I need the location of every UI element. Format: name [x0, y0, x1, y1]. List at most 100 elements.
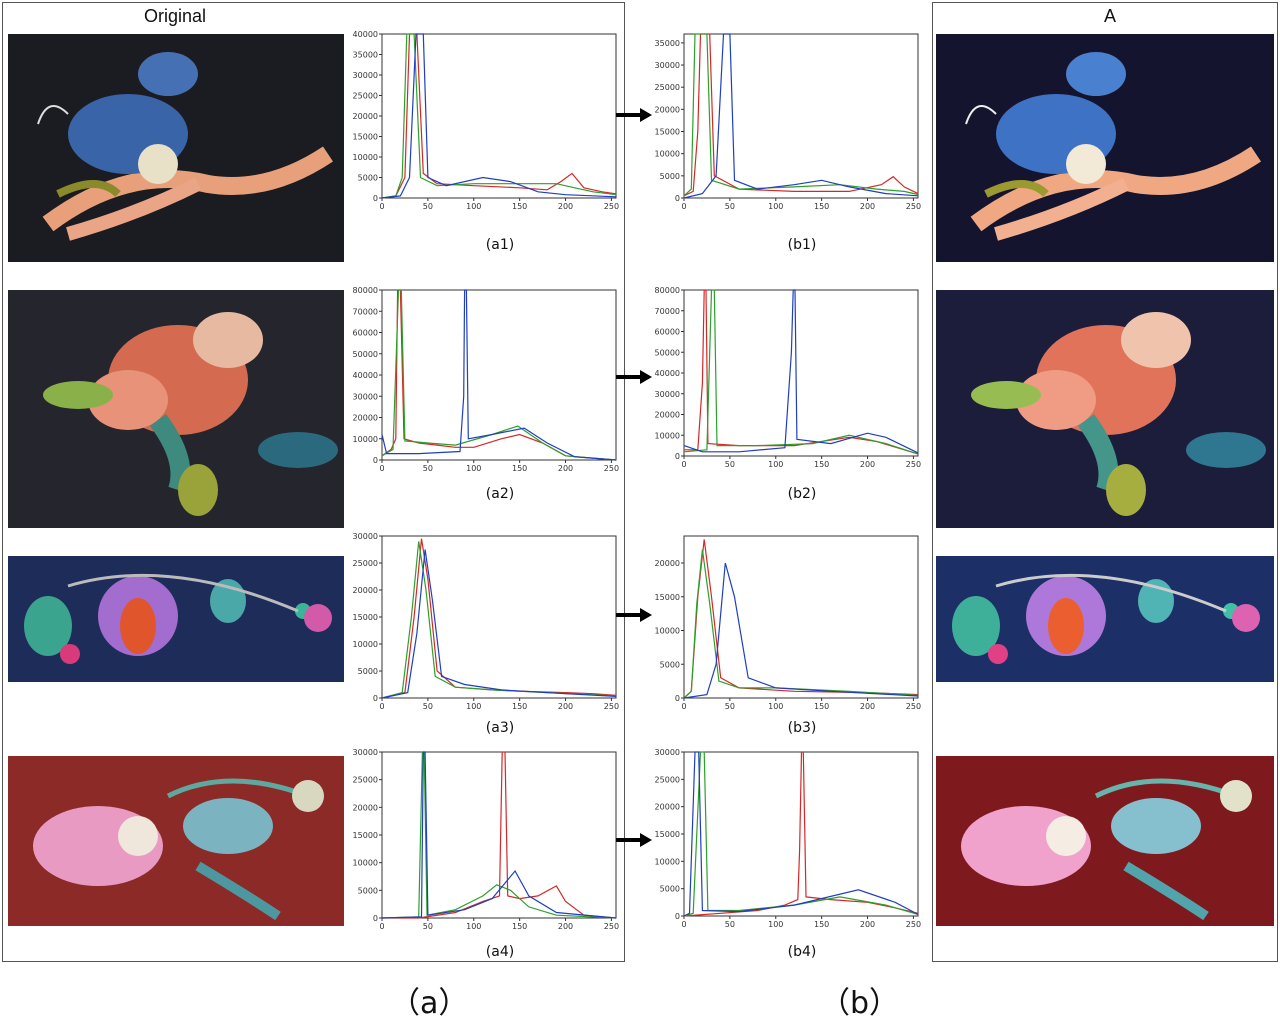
- leaf-shape: [56, 180, 121, 198]
- x-tick: 250: [604, 698, 619, 711]
- series-line-blue: [381, 751, 617, 919]
- histogram-a1-svg: 0 5000 10000 15000 20000 25000 30000 35000 40000…: [353, 30, 620, 211]
- y-tick-label: 80000: [353, 286, 378, 295]
- y-tick-label: 0: [675, 912, 680, 921]
- y-tick-label: 20000: [353, 112, 378, 121]
- y-tick-label: 25000: [655, 775, 680, 784]
- x-tick-label: 150: [512, 702, 527, 711]
- x-tick-label: 100: [768, 702, 783, 711]
- plot-area: [683, 289, 919, 457]
- y-tick: 30000: [655, 390, 684, 399]
- original-panel-frame: [2, 2, 625, 962]
- y-tick-label: 80000: [655, 286, 680, 295]
- x-tick-label: 200: [860, 920, 875, 929]
- histogram-a4-svg: 0 5000 10000 15000 20000 25000 30000 0 50 100 150 2…: [353, 748, 620, 931]
- histogram-a4: 0 5000 10000 15000 20000 25000 30000 0 50 100 150 2…: [353, 748, 620, 931]
- y-tick: 10000: [655, 150, 684, 159]
- x-tick-label: 0: [681, 702, 686, 711]
- series-line-blue: [381, 33, 617, 199]
- x-tick-label: 250: [604, 464, 619, 473]
- histogram-b2-svg: 0 10000 20000 30000 40000 50000 60000 70000 8000…: [655, 286, 922, 469]
- blue-wing-top: [1066, 52, 1126, 96]
- histogram-a2: 0 10000 20000 30000 40000 50000 60000 70000 8000…: [353, 286, 620, 473]
- x-tick: 150: [814, 456, 829, 469]
- label-a2: (a2): [485, 486, 515, 502]
- x-tick-label: 100: [768, 202, 783, 211]
- y-tick-label: 0: [373, 194, 378, 203]
- y-tick-label: 15000: [655, 830, 680, 839]
- series-line-green: [381, 289, 617, 461]
- y-tick: 40000: [353, 371, 382, 380]
- x-tick-label: 200: [860, 702, 875, 711]
- series-line-green: [683, 289, 919, 455]
- x-tick-label: 200: [558, 464, 573, 473]
- x-tick: 50: [725, 698, 735, 711]
- y-tick: 40000: [353, 30, 382, 39]
- leaf-shape: [984, 180, 1049, 198]
- y-tick-label: 25000: [353, 776, 378, 785]
- leaf-shape-3: [971, 381, 1041, 409]
- x-tick: 150: [512, 918, 527, 931]
- x-tick: 50: [725, 198, 735, 211]
- leaf-shape-2: [178, 464, 218, 516]
- x-tick: 0: [681, 916, 687, 929]
- y-tick-label: 40000: [353, 30, 378, 39]
- enhanced-header: A: [1103, 6, 1116, 26]
- original-image-3: [8, 556, 344, 682]
- y-tick-label: 20000: [655, 411, 680, 420]
- y-tick-label: 5000: [660, 885, 680, 894]
- y-tick-label: 0: [675, 694, 680, 703]
- enhanced-image-1: [936, 34, 1274, 262]
- y-tick-label: 30000: [353, 392, 378, 401]
- x-tick-label: 150: [814, 460, 829, 469]
- x-tick-label: 0: [379, 922, 384, 931]
- y-tick-label: 40000: [353, 371, 378, 380]
- stem-shape: [166, 778, 309, 799]
- lotus-leaf: [1111, 798, 1201, 854]
- x-tick: 100: [466, 198, 481, 211]
- x-tick-label: 150: [814, 202, 829, 211]
- y-tick-label: 60000: [655, 328, 680, 337]
- petal-light: [1121, 312, 1191, 368]
- y-tick: 35000: [353, 51, 382, 60]
- y-tick-label: 5000: [660, 172, 680, 181]
- child-face: [118, 816, 158, 856]
- x-tick-label: 100: [768, 460, 783, 469]
- y-tick: 15000: [655, 593, 684, 602]
- series-line-blue: [683, 751, 919, 917]
- y-tick: 80000: [353, 286, 382, 295]
- y-tick: 10000: [655, 431, 684, 440]
- x-tick: 50: [423, 918, 433, 931]
- y-tick: 10000: [655, 857, 684, 866]
- y-tick: 10000: [353, 640, 382, 649]
- x-tick-label: 100: [466, 922, 481, 931]
- antenna-shape: [965, 105, 997, 125]
- x-tick: 0: [681, 698, 687, 711]
- small-flower: [304, 604, 332, 632]
- arrow-icon: [616, 608, 652, 622]
- x-tick: 250: [906, 456, 921, 469]
- y-tick-label: 40000: [655, 369, 680, 378]
- leaf-shape: [258, 432, 338, 468]
- wing-shape: [970, 146, 1261, 232]
- y-tick: 30000: [655, 748, 684, 757]
- child-lotus-embroidery-enhanced: [936, 756, 1274, 926]
- y-tick-label: 30000: [655, 390, 680, 399]
- label-a1: (a1): [485, 237, 515, 253]
- histogram-b4: 0 5000 10000 15000 20000 25000 30000 0 50 100 150 2…: [655, 748, 922, 929]
- series-line-red: [381, 289, 617, 461]
- petal-light: [193, 312, 263, 368]
- x-tick-label: 200: [558, 202, 573, 211]
- y-tick: 15000: [353, 831, 382, 840]
- original-image-2: [8, 290, 344, 528]
- lotus-leaf: [183, 798, 273, 854]
- x-tick: 250: [604, 198, 619, 211]
- plot-area: [381, 289, 617, 461]
- arrow-icon: [616, 108, 652, 122]
- tail-shape: [66, 177, 202, 241]
- y-tick-label: 10000: [655, 431, 680, 440]
- x-tick: 100: [466, 698, 481, 711]
- x-tick: 250: [906, 198, 921, 211]
- leaf-stroke: [195, 861, 281, 921]
- plot-area: [381, 535, 617, 699]
